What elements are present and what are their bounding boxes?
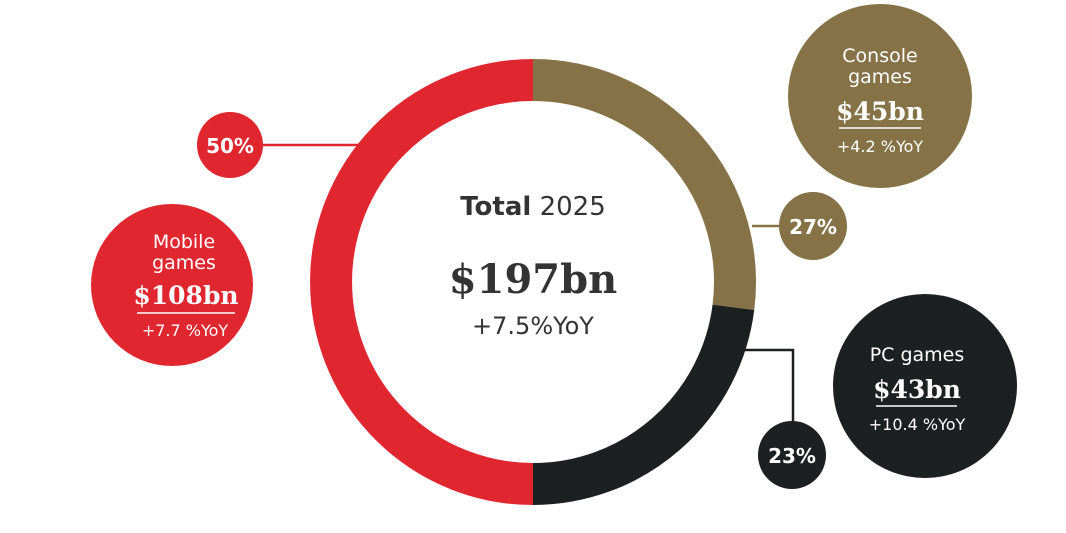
donut-segment-mobile-games — [310, 59, 534, 505]
mobile-label-line1: Mobile — [153, 231, 215, 253]
center-total-value: $197bn — [449, 256, 617, 303]
pc-share-bubble: 23% — [758, 421, 826, 489]
pc-label: PC games — [870, 344, 965, 366]
mobile-value: $108bn — [133, 281, 238, 310]
mobile-change: +7.7 %YoY — [142, 321, 229, 340]
mobile-share-label: 50% — [206, 134, 254, 158]
pc-info-bubble: PC games $43bn +10.4 %YoY — [833, 294, 1017, 478]
center-title: Total 2025 — [460, 192, 605, 222]
mobile-label-line2: games — [152, 252, 216, 274]
donut-ring — [310, 59, 756, 505]
console-value: $45bn — [836, 97, 924, 126]
donut-segment-console-games — [532, 59, 756, 310]
console-share-label: 27% — [789, 215, 837, 239]
mobile-share-bubble: 50% — [197, 112, 263, 178]
pc-connector — [745, 348, 795, 423]
console-label-line2: games — [848, 66, 912, 88]
console-change: +4.2 %YoY — [837, 137, 924, 156]
console-label-line1: Console — [842, 45, 917, 67]
pc-value: $43bn — [873, 375, 961, 404]
console-share-bubble: 27% — [779, 192, 847, 260]
console-info-bubble: Console games $45bn +4.2 %YoY — [788, 4, 972, 188]
donut-segment-pc-games — [532, 304, 755, 505]
center-change: +7.5%YoY — [472, 312, 594, 340]
pc-change: +10.4 %YoY — [869, 415, 966, 434]
mobile-info-bubble: Mobile games $108bn +7.7 %YoY — [91, 204, 253, 366]
pc-share-label: 23% — [768, 444, 816, 468]
